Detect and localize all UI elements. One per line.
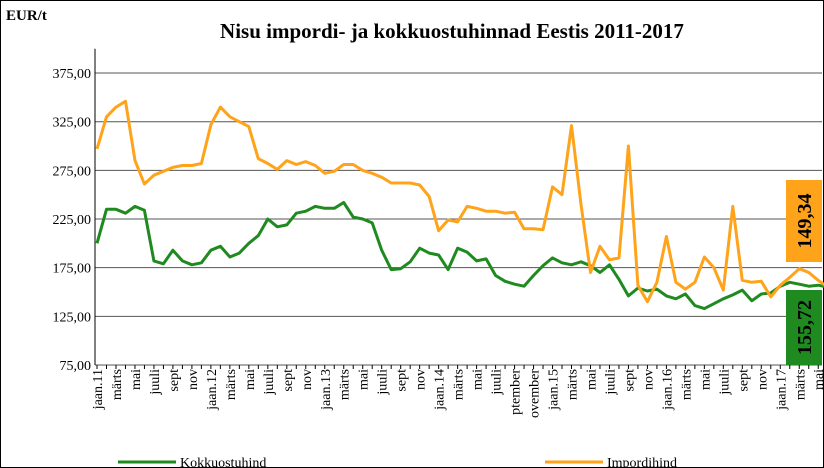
x-tick-label: mai <box>698 369 713 390</box>
x-tick-label: märts <box>110 369 125 400</box>
legend-label: Impordihind <box>607 456 677 468</box>
x-tick-label: jaan.13 <box>319 369 334 411</box>
x-tick-label: nov <box>755 369 770 390</box>
y-tick-label: 125,00 <box>53 310 92 325</box>
x-tick-label: juuli <box>490 369 505 396</box>
y-tick-label: 225,00 <box>53 213 92 228</box>
x-tick-label: jaan.11 <box>91 369 106 410</box>
x-tick-label: nov <box>414 369 429 390</box>
x-tick-label: mai <box>471 369 486 390</box>
x-tick-label: märts <box>566 369 581 400</box>
legend-label: Kokkuostuhind <box>180 456 266 468</box>
series-line <box>95 201 824 311</box>
chart-title: Nisu impordi- ja kokkuostuhinnad Eestis … <box>220 19 684 43</box>
x-tick-label: juuli <box>603 369 618 396</box>
x-tick-label: mai <box>243 369 258 390</box>
x-tick-label: mai <box>357 369 372 390</box>
y-tick-label: 175,00 <box>53 262 92 277</box>
x-tick-label: märts <box>679 369 694 400</box>
x-tick-label: ovember <box>528 369 543 418</box>
x-tick-label: jaan.16 <box>660 369 675 411</box>
x-tick-label: sept <box>281 369 296 392</box>
x-tick-label: jaan.12 <box>205 369 220 411</box>
y-axis-label: EUR/t <box>6 8 47 24</box>
x-tick-label: ptember <box>509 369 524 415</box>
annotation-box <box>786 180 822 262</box>
x-tick-label: juuli <box>148 369 163 396</box>
x-tick-label: jaan.14 <box>433 369 448 411</box>
x-tick-label: juuli <box>262 369 277 396</box>
x-tick-label: sept <box>736 369 751 392</box>
x-tick-label: mai <box>812 369 824 390</box>
x-tick-label: märts <box>338 369 353 400</box>
x-tick-label: nov <box>186 369 201 390</box>
x-tick-label: jaan.15 <box>547 369 562 411</box>
x-tick-label: sept <box>167 369 182 392</box>
y-tick-label: 375,00 <box>53 67 92 82</box>
x-tick-label: nov <box>300 369 315 390</box>
x-tick-label: jaan.17 <box>774 369 789 411</box>
x-tick-label: sept <box>395 369 410 392</box>
annotation-text: 149,34 <box>794 194 816 249</box>
x-tick-label: juuli <box>376 369 391 396</box>
y-tick-label: 75,00 <box>60 359 92 374</box>
x-tick-label: sept <box>622 369 637 392</box>
x-tick-label: nov <box>641 369 656 390</box>
x-tick-label: mai <box>129 369 144 390</box>
y-tick-label: 325,00 <box>53 116 92 131</box>
x-tick-label: mai <box>584 369 599 390</box>
annotation-text: 155,72 <box>794 300 816 355</box>
annotation-box <box>786 290 822 365</box>
x-tick-label: märts <box>452 369 467 400</box>
series-line <box>95 99 824 304</box>
x-tick-label: juuli <box>717 369 732 396</box>
x-tick-label: märts <box>793 369 808 400</box>
y-tick-label: 275,00 <box>53 164 92 179</box>
x-tick-label: märts <box>224 369 239 400</box>
